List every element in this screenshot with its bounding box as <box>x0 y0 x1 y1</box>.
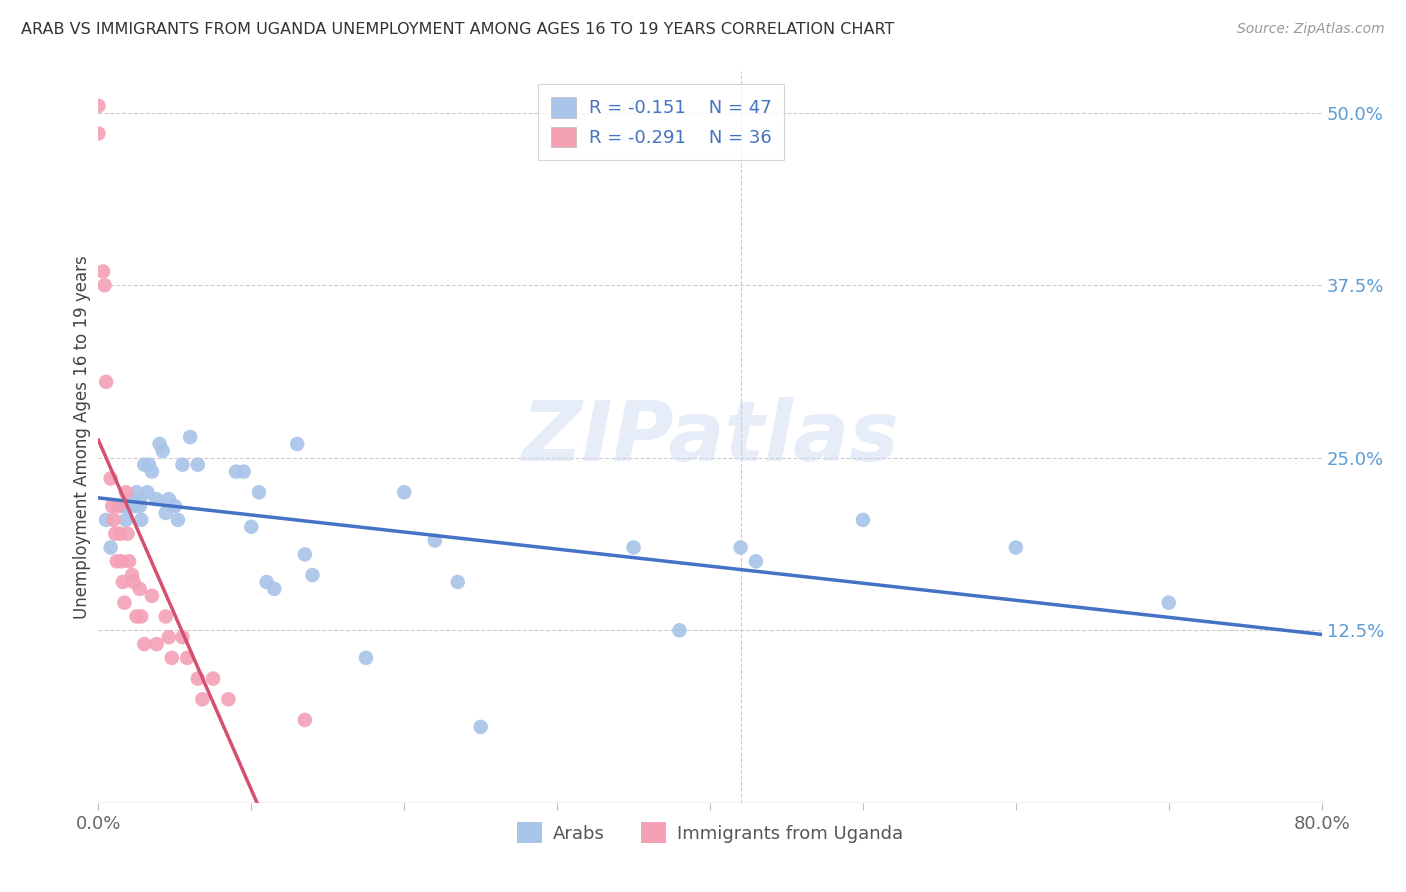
Point <box>125 609 148 624</box>
Point <box>668 624 690 638</box>
Point <box>155 609 177 624</box>
Point <box>240 520 263 534</box>
Point <box>852 513 875 527</box>
Point <box>105 554 128 568</box>
Text: ZIPatlas: ZIPatlas <box>522 397 898 477</box>
Point <box>187 458 209 472</box>
Point <box>167 513 190 527</box>
Point <box>124 499 146 513</box>
Point <box>145 637 167 651</box>
Point <box>141 589 163 603</box>
Point <box>187 672 209 686</box>
Point <box>179 430 201 444</box>
Point <box>155 506 177 520</box>
Point <box>91 264 114 278</box>
Point <box>1157 596 1180 610</box>
Point <box>87 127 110 141</box>
Point <box>107 499 129 513</box>
Point <box>191 692 214 706</box>
Point <box>294 548 316 562</box>
Point <box>141 465 163 479</box>
Point <box>247 485 270 500</box>
Point <box>128 492 150 507</box>
Point <box>217 692 239 706</box>
Point <box>110 554 132 568</box>
Point <box>128 582 150 596</box>
Point <box>157 492 180 507</box>
Point <box>128 499 150 513</box>
Point <box>134 637 156 651</box>
Point <box>745 554 768 568</box>
Point <box>157 630 180 644</box>
Point <box>110 499 132 513</box>
Point <box>447 574 470 589</box>
Point <box>152 443 174 458</box>
Point <box>423 533 446 548</box>
Point <box>149 437 172 451</box>
Point <box>103 513 125 527</box>
Point <box>301 568 323 582</box>
Point <box>122 574 145 589</box>
Point <box>101 499 124 513</box>
Point <box>1004 541 1026 555</box>
Legend: Arabs, Immigrants from Uganda: Arabs, Immigrants from Uganda <box>505 810 915 856</box>
Point <box>115 499 138 513</box>
Point <box>87 99 110 113</box>
Point <box>623 541 645 555</box>
Point <box>163 499 186 513</box>
Point <box>134 458 156 472</box>
Point <box>294 713 316 727</box>
Point <box>145 492 167 507</box>
Point <box>285 437 308 451</box>
Point <box>129 609 152 624</box>
Point <box>121 568 143 582</box>
Y-axis label: Unemployment Among Ages 16 to 19 years: Unemployment Among Ages 16 to 19 years <box>73 255 91 619</box>
Point <box>176 651 198 665</box>
Point <box>100 541 122 555</box>
Point <box>111 574 134 589</box>
Point <box>121 492 143 507</box>
Point <box>172 630 194 644</box>
Point <box>115 485 138 500</box>
Point <box>172 458 194 472</box>
Point <box>115 513 138 527</box>
Text: ARAB VS IMMIGRANTS FROM UGANDA UNEMPLOYMENT AMONG AGES 16 TO 19 YEARS CORRELATIO: ARAB VS IMMIGRANTS FROM UGANDA UNEMPLOYM… <box>21 22 894 37</box>
Point <box>138 458 160 472</box>
Point <box>129 513 152 527</box>
Point <box>160 651 183 665</box>
Point <box>104 526 127 541</box>
Point <box>225 465 247 479</box>
Point <box>392 485 416 500</box>
Point <box>730 541 752 555</box>
Point <box>232 465 254 479</box>
Point <box>93 278 115 293</box>
Point <box>94 513 117 527</box>
Point <box>108 526 131 541</box>
Point <box>118 554 141 568</box>
Point <box>354 651 377 665</box>
Point <box>112 596 135 610</box>
Point <box>136 485 159 500</box>
Point <box>117 526 139 541</box>
Point <box>202 672 225 686</box>
Point <box>256 574 278 589</box>
Text: Source: ZipAtlas.com: Source: ZipAtlas.com <box>1237 22 1385 37</box>
Point <box>470 720 492 734</box>
Point <box>125 485 148 500</box>
Point <box>100 471 122 485</box>
Point <box>94 375 117 389</box>
Point <box>263 582 285 596</box>
Point <box>118 499 141 513</box>
